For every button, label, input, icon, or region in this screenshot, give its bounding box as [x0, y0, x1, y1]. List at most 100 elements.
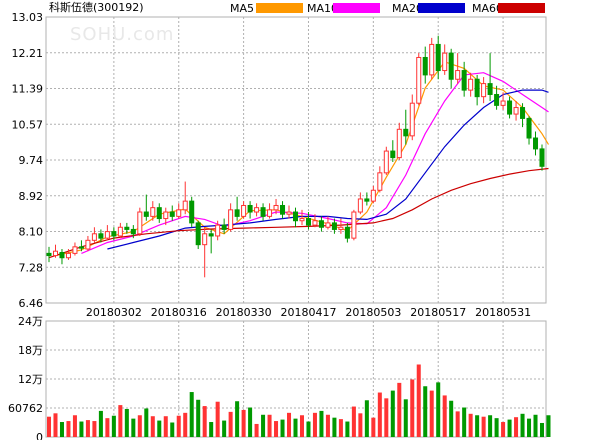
candle-body — [195, 222, 201, 246]
legend-swatch — [256, 3, 303, 13]
candle-body — [474, 78, 480, 98]
candle-body — [137, 211, 143, 235]
candle-body — [435, 43, 441, 72]
candle-body — [111, 231, 117, 237]
candle-body — [390, 150, 396, 159]
price-tick-label: 6.46 — [19, 297, 44, 310]
candle-body — [156, 207, 162, 220]
volume-bar — [261, 414, 266, 437]
volume-bar — [280, 419, 285, 437]
candle-body — [487, 83, 493, 95]
candle-body — [286, 211, 292, 215]
volume-bar — [157, 420, 162, 437]
candle-body — [280, 204, 286, 215]
volume-bar — [351, 406, 356, 437]
candle-body — [221, 224, 227, 230]
volume-bar — [299, 415, 304, 437]
volume-tick-label: 24万 — [18, 315, 43, 328]
legend-label: MA10 — [307, 2, 338, 15]
volume-bar — [345, 421, 350, 437]
volume-bar — [514, 417, 519, 437]
volume-bar — [371, 417, 376, 437]
candle-body — [247, 204, 253, 213]
volume-bar — [59, 422, 64, 437]
volume-bar — [377, 392, 382, 437]
volume-bar — [449, 400, 454, 437]
candle-body — [468, 78, 474, 91]
x-axis: 20180302 20180316 20180330 20180417 20180503… — [86, 306, 531, 319]
candle-body — [409, 102, 415, 137]
candle-body — [182, 200, 188, 211]
candle-body — [124, 226, 130, 230]
volume-bar — [105, 418, 110, 437]
volume-bar — [507, 419, 512, 437]
volume-bar — [364, 400, 369, 437]
candle-body — [169, 211, 175, 217]
volume-bars — [46, 364, 551, 437]
legend: MA5 MA10 MA20 MA60 — [230, 2, 545, 15]
candles — [46, 35, 545, 278]
candle-body — [533, 137, 539, 150]
legend-label: MA20 — [392, 2, 423, 15]
volume-bar — [429, 390, 434, 437]
candle-body — [189, 200, 195, 224]
candle-body — [364, 198, 370, 202]
volume-bar — [436, 382, 441, 437]
volume-bar — [163, 416, 168, 437]
candle-body — [507, 100, 513, 115]
volume-bar — [144, 408, 149, 437]
volume-bar — [124, 408, 129, 437]
volume-bar — [241, 409, 246, 437]
volume-bar — [481, 416, 486, 437]
candle-body — [539, 148, 545, 167]
candle-body — [176, 209, 182, 217]
candle-body — [318, 220, 324, 228]
volume-bar — [176, 415, 181, 437]
volume-bar — [215, 401, 220, 437]
candle-body — [98, 233, 104, 239]
volume-bar — [202, 406, 207, 437]
volume-bar — [390, 390, 395, 437]
candle-body — [455, 70, 461, 80]
candle-body — [254, 207, 260, 213]
legend-label: MA60 — [472, 2, 503, 15]
volume-bar — [92, 421, 97, 437]
candle-body — [72, 246, 78, 254]
candle-body — [377, 172, 383, 191]
volume-bar — [325, 414, 330, 437]
candle-body — [46, 252, 52, 257]
volume-bar — [150, 416, 155, 437]
volume-bar — [293, 418, 298, 437]
candle-body — [59, 252, 65, 259]
volume-bar — [475, 415, 480, 437]
volume-bar — [66, 421, 71, 437]
candle-body — [526, 117, 532, 139]
ma-line-ma20 — [107, 89, 549, 250]
candle-body — [104, 231, 110, 239]
volume-bar — [384, 398, 389, 437]
volume-bar — [189, 392, 194, 437]
legend-swatch — [333, 3, 380, 13]
volume-bar — [183, 412, 188, 437]
volume-tick-label: 0 — [36, 431, 43, 440]
candle-body — [344, 226, 350, 239]
x-tick-label: 20180417 — [280, 306, 336, 319]
candle-body — [494, 93, 500, 106]
volume-bar — [267, 414, 272, 437]
volume-bar — [338, 419, 343, 437]
candle-body — [78, 246, 84, 249]
candle-body — [65, 252, 71, 259]
volume-bar — [111, 415, 116, 437]
volume-bar — [501, 422, 506, 437]
candle-body — [52, 250, 58, 257]
ma-line-ma60 — [48, 167, 549, 259]
volume-bar — [468, 413, 473, 437]
candle-body — [351, 211, 357, 239]
ma-line-ma5 — [55, 61, 550, 257]
candle-body — [267, 209, 273, 217]
candle-body — [520, 107, 526, 119]
volume-y-axis: 24万 18万 12万 60762 0 — [8, 315, 43, 440]
candle-body — [312, 220, 318, 226]
